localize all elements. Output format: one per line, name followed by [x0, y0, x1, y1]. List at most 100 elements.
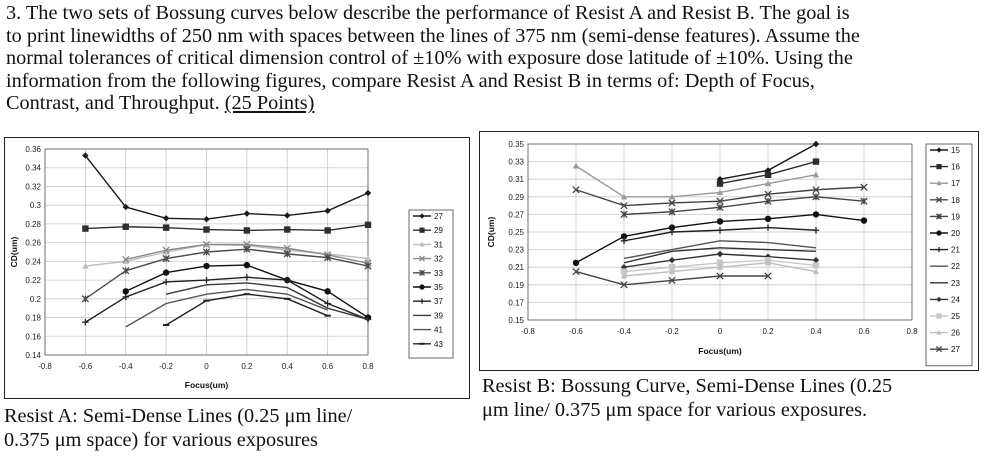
data-point — [283, 244, 291, 252]
data-point — [82, 262, 89, 269]
data-point — [716, 176, 724, 183]
caption-line: 0.375 μm space) for various exposures — [4, 429, 318, 451]
data-point — [812, 262, 820, 269]
plot-area — [44, 148, 369, 356]
data-point — [812, 227, 820, 234]
data-point — [860, 183, 868, 191]
series-line — [84, 248, 369, 300]
data-point — [82, 319, 89, 326]
legend-label: 27 — [951, 345, 960, 354]
data-point — [284, 246, 291, 253]
y-tick-label: 0.31 — [508, 175, 524, 184]
data-point — [716, 259, 724, 266]
data-point — [81, 295, 90, 303]
series-37 — [82, 274, 372, 326]
plot-area — [527, 143, 913, 321]
y-tick-label: 0.26 — [25, 239, 41, 248]
x-tick-label: -0.2 — [665, 327, 679, 336]
data-point — [283, 250, 291, 258]
legend-marker — [936, 313, 942, 319]
legend-marker — [935, 346, 943, 353]
legend-label: 21 — [951, 246, 960, 255]
data-point — [324, 227, 331, 234]
legend-label: 22 — [951, 262, 960, 271]
data-point — [764, 171, 772, 178]
data-point — [764, 272, 772, 280]
y-tick-label: 0.17 — [508, 298, 524, 307]
x-tick-label: 0.6 — [322, 362, 334, 371]
y-tick-label: 0.25 — [508, 228, 524, 237]
data-point — [203, 216, 210, 223]
data-point — [122, 267, 130, 275]
legend-label: 25 — [951, 312, 960, 321]
data-point — [668, 224, 676, 231]
x-tick-label: -0.8 — [521, 327, 535, 336]
x-tick-label: 0.2 — [241, 362, 253, 371]
legend: 15 16 17 18 19 20 21 22 23 24 25 26 27 — [925, 143, 973, 367]
data-point — [812, 268, 820, 275]
question-line: information from the following figures, … — [6, 69, 815, 92]
data-point — [203, 262, 210, 270]
y-tick-label: 0.21 — [508, 263, 524, 272]
legend-marker — [936, 330, 942, 335]
data-point — [860, 197, 868, 205]
data-point — [243, 274, 251, 281]
chart-resist-a-svg: 0.14 0.16 0.18 0.2 0.22 0.24 0.26 0.28 0.3 0.32 0.… — [9, 145, 454, 390]
points-label: (25 Points) — [224, 92, 315, 115]
legend-marker — [419, 284, 425, 290]
data-point — [668, 193, 676, 200]
data-point — [716, 203, 724, 212]
series-line — [84, 155, 369, 220]
legend-marker — [935, 213, 943, 220]
series-20 — [572, 211, 868, 266]
series-line — [125, 288, 328, 328]
caption-line: Resist B: Bossung Curve, Semi-Dense Line… — [482, 375, 893, 397]
series-line — [623, 240, 817, 260]
data-point — [572, 186, 580, 194]
series-line — [85, 224, 369, 232]
data-point — [716, 227, 724, 234]
legend-label: 20 — [951, 229, 960, 238]
legend-label: 29 — [434, 226, 443, 235]
legend-marker — [419, 227, 425, 233]
y-tick-label: 0.28 — [25, 220, 41, 229]
data-point — [323, 253, 332, 262]
y-tick-label: 0.34 — [25, 164, 41, 173]
x-tick-label: 0.8 — [906, 327, 918, 336]
y-tick-label: 0.27 — [508, 210, 524, 219]
question-line: Contrast, and Throughput. (25 Points) — [6, 92, 980, 115]
data-point — [324, 207, 331, 214]
data-point — [812, 186, 820, 194]
data-point — [764, 215, 772, 222]
legend-label: 18 — [951, 196, 960, 205]
chart-resist-b: 0.15 0.17 0.19 0.21 0.23 0.25 0.27 0.29 0.31 0.33… — [479, 131, 979, 371]
series-27 — [82, 152, 372, 223]
y-tick-label: 0.29 — [508, 193, 524, 202]
data-point — [716, 250, 724, 258]
data-point — [243, 227, 251, 234]
data-point — [162, 248, 170, 255]
legend-label: 23 — [951, 279, 960, 288]
data-point — [122, 258, 129, 264]
series-43 — [162, 293, 331, 327]
data-point — [572, 259, 580, 266]
x-tick-label: 0.8 — [362, 362, 374, 371]
series-29 — [82, 221, 372, 234]
series-27 — [572, 267, 772, 289]
data-point — [243, 210, 251, 217]
data-point — [620, 233, 628, 240]
legend-marker — [418, 269, 426, 276]
legend-marker — [936, 147, 942, 153]
data-point — [668, 199, 676, 207]
data-point — [203, 276, 210, 284]
x-axis-label: Focus(um) — [698, 346, 742, 356]
data-point — [243, 261, 251, 269]
series-26 — [620, 259, 820, 279]
data-point — [620, 193, 628, 200]
legend-label: 15 — [951, 146, 960, 155]
legend-box — [408, 209, 454, 359]
y-tick-label: 0.23 — [508, 246, 524, 255]
legend: 27 29 31 32 33 35 37 39 41 43 — [408, 209, 454, 359]
question-text: 3. The two sets of Bossung curves below … — [6, 2, 980, 115]
x-tick-label: 0 — [204, 362, 209, 371]
